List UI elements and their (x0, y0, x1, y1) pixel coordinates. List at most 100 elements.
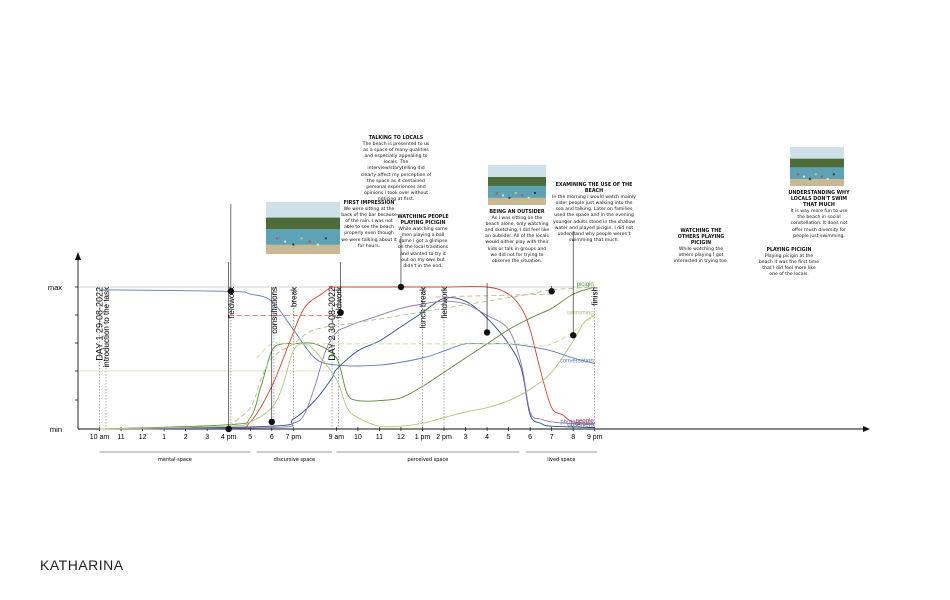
x-tick-label: 4 (485, 434, 489, 441)
annotation-dot (268, 418, 275, 426)
x-tick-label: 2 (184, 434, 188, 441)
annotation-title: EXAMINING THE USE OF THE BEACH (555, 183, 633, 195)
y-label-max: max (48, 283, 62, 292)
event-label: DAY 2 30-08-2022 (327, 287, 337, 361)
series-line-conversation (99, 289, 595, 367)
series-line-picigin (99, 286, 595, 430)
event-label: consultations (270, 287, 279, 334)
series-label: conversation (560, 359, 594, 365)
series-label: picigin (577, 282, 594, 288)
photo-person (292, 243, 295, 246)
annotation-dot (225, 425, 232, 433)
photo-person (316, 243, 319, 246)
event-label: fieldwork (335, 286, 344, 319)
annotation-8: UNDERSTANDING WHY LOCALS DON'T SWIM THAT… (787, 191, 851, 240)
phase-label: perceived space (407, 457, 448, 463)
annotation-dot (227, 288, 235, 295)
photo-person (514, 191, 517, 195)
photo-person (508, 196, 511, 199)
annotation-text: In the morning I would watch mainly olde… (552, 195, 636, 243)
annotation-1: FIRST IMPRESSION We were sitting at the … (341, 201, 397, 250)
annotation-title: PLAYING PICIGIN (766, 248, 812, 253)
series-line-observers (99, 297, 595, 430)
event-label: break (289, 286, 298, 307)
annotation-dot (337, 309, 344, 316)
annotation-3: WATCHING PEOPLE PLAYING PICIGIN While wa… (396, 215, 450, 270)
annotation-text: Playing picigin at the beach it was the … (758, 254, 820, 278)
annotation-title: WATCHING PEOPLE PLAYING PICIGIN (397, 215, 449, 227)
phase-label: mental space (158, 457, 192, 463)
event-label: DAY 1 29-08-2022 (95, 287, 105, 361)
annotation-text: The beach is presented to us as a space … (360, 142, 432, 202)
annotation-text: While watching the others playing I got … (673, 247, 729, 265)
photo-shore (790, 178, 844, 186)
x-tick-label: 2 pm (436, 434, 452, 441)
x-tick-label: 7 pm (286, 434, 302, 441)
photo-person (820, 175, 823, 178)
annotation-text: We were sitting at the back of the bar b… (341, 207, 397, 249)
annotation-2: TALKING TO LOCALS The beach is presented… (360, 136, 432, 203)
author-name: KATHARINA (40, 557, 124, 573)
photo-shore (266, 244, 340, 254)
photo-trees (790, 158, 844, 169)
photo-person (527, 196, 530, 199)
photo-person (802, 175, 806, 178)
beach-photo (790, 147, 844, 186)
annotation-points (225, 204, 577, 433)
series-label: swimming (567, 310, 594, 316)
annotation-title: UNDERSTANDING WHY LOCALS DON'T SWIM THAT… (788, 191, 850, 209)
photo-person (300, 237, 303, 240)
x-tick-label: 6 (270, 434, 274, 441)
x-tick-label: 10 am (90, 434, 110, 441)
x-tick-label: 7 (550, 434, 554, 441)
event-label: finish (591, 287, 600, 306)
series-label: observers (567, 423, 593, 429)
beach-photo (266, 202, 340, 254)
series-line-people (99, 286, 595, 430)
annotation-dot (397, 283, 405, 291)
photo-person (284, 240, 287, 243)
series-label: people (576, 418, 595, 424)
annotation-dot (569, 332, 577, 339)
x-tick-label: 11 (117, 434, 124, 441)
event-label: fieldwork (227, 286, 236, 319)
x-tick-label: 9 am (329, 434, 345, 441)
photo-person (276, 237, 279, 240)
beach-photos (266, 147, 844, 254)
series-line-photography (99, 300, 595, 430)
photo-person (797, 173, 800, 176)
annotation-4: BEING AN OUTSIDER As I was sitting on th… (484, 210, 550, 265)
phase-label: lived space (547, 457, 575, 463)
x-tick-label: 3 (464, 434, 468, 441)
event-label: introduction to the task (102, 286, 111, 367)
event-label: lunch break (418, 286, 427, 328)
annotation-title: TALKING TO LOCALS (368, 136, 424, 141)
x-tick-label: 3 (205, 434, 209, 441)
phase-brackets: mental space discursive space perceived sp… (99, 451, 597, 463)
photo-person (832, 173, 835, 176)
annotation-text: As I was sitting on the beach alone, onl… (484, 216, 550, 264)
annotation-text: While watching some men playing a ball g… (397, 227, 449, 269)
x-tick-label: 12 (397, 434, 405, 441)
x-tick-label: 6 (528, 434, 532, 441)
photo-person (308, 240, 311, 243)
beach-photo (488, 165, 546, 205)
x-tick-label: 5 (507, 434, 511, 441)
x-tick-label: 9 pm (587, 434, 603, 441)
x-tick-label: 12 (139, 434, 147, 441)
x-tick-label: 10 (354, 434, 362, 441)
photo-person (521, 194, 524, 197)
photo-person (826, 177, 829, 181)
series-line (435, 293, 552, 298)
photo-shore (488, 197, 546, 205)
phase-label: discursive space (274, 457, 315, 463)
annotation-5: EXAMINING THE USE OF THE BEACH In the mo… (552, 183, 636, 244)
y-axis-arrow (75, 252, 81, 260)
annotation-title: FIRST IMPRESSION (343, 201, 395, 206)
x-tick-label: 1 pm (415, 434, 431, 441)
annotation-title: WATCHING THE OTHERS PLAYING PICIGIN (677, 229, 725, 247)
x-axis-arrow (863, 426, 870, 432)
annotation-text: It is way more fun to use the beach in s… (790, 209, 848, 239)
